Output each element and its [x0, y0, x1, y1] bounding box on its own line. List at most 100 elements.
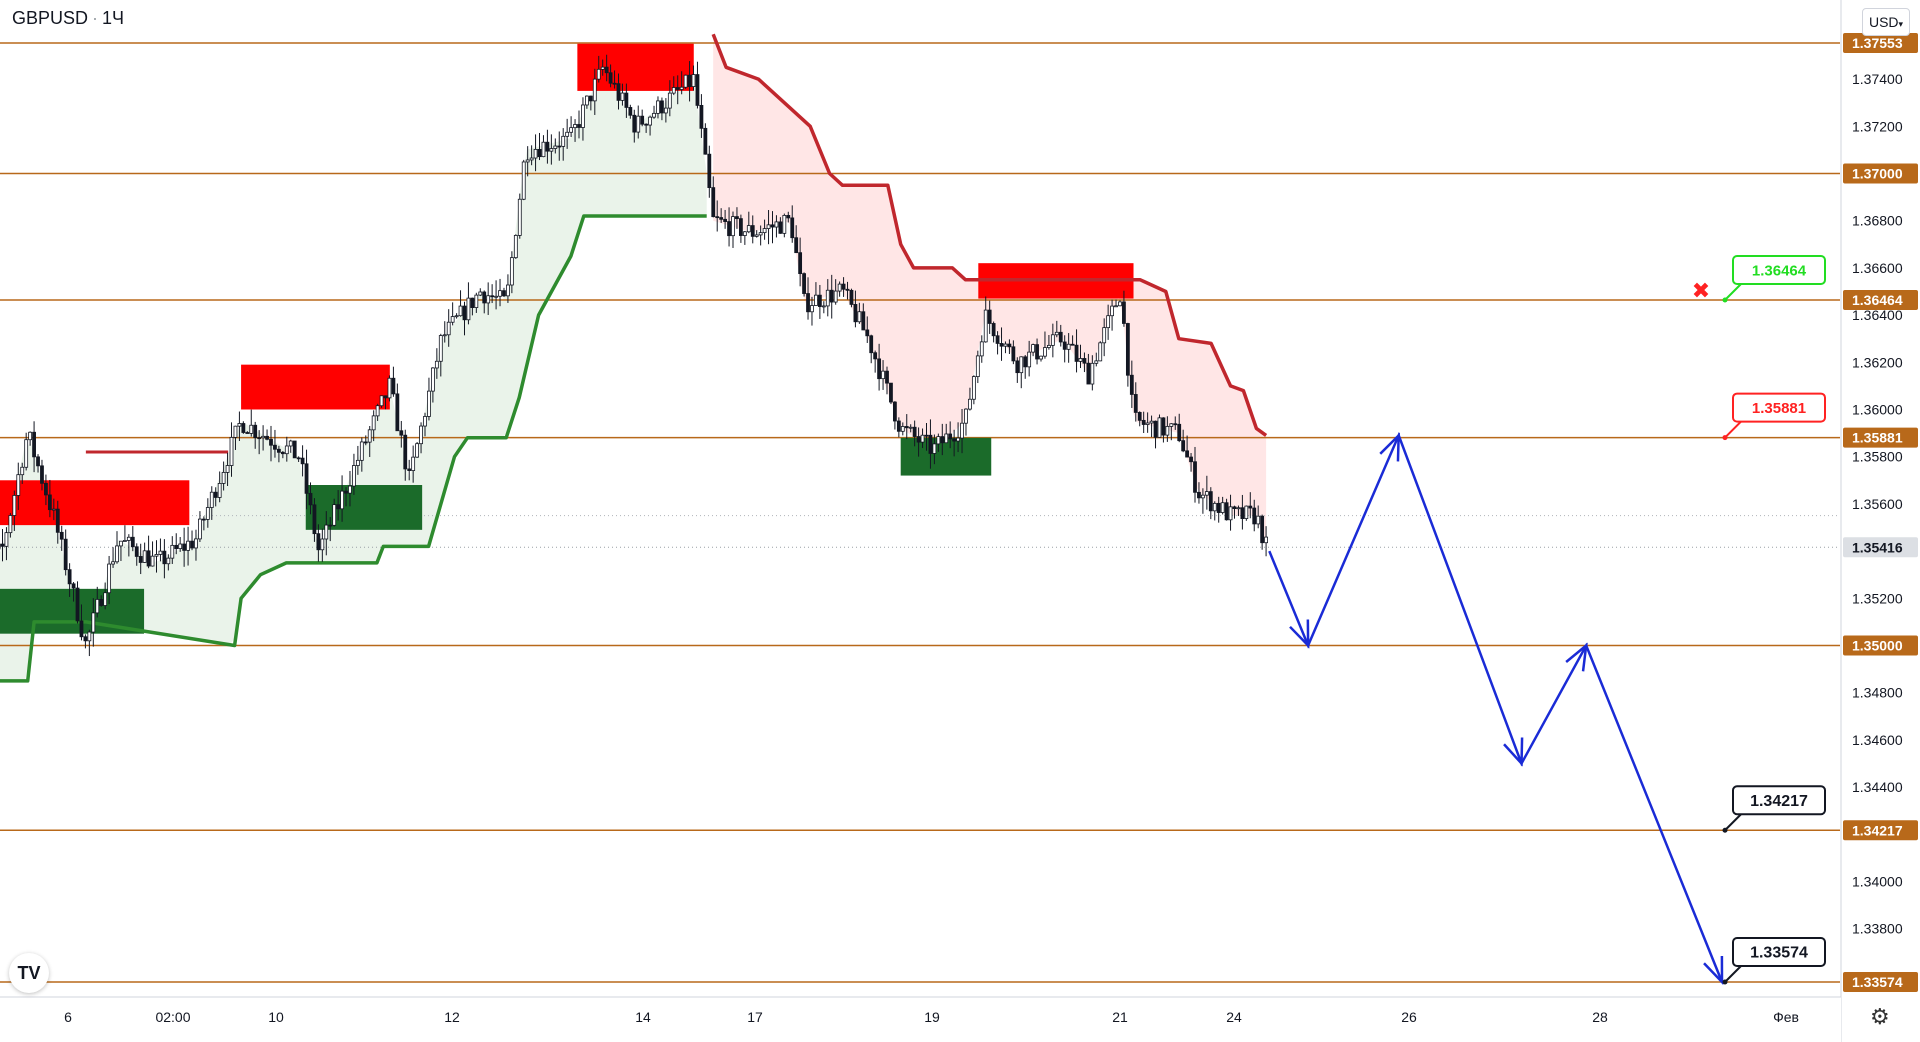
candle-body	[845, 288, 850, 291]
candle-body	[245, 432, 250, 434]
price-callout-1[interactable]: 1.35881	[1722, 392, 1826, 441]
forecast-path[interactable]	[1268, 432, 1724, 983]
candle-body	[1062, 341, 1067, 350]
candle-body	[442, 334, 447, 337]
candle-body	[462, 305, 467, 321]
candle-body	[300, 457, 305, 465]
candle-body	[596, 68, 601, 80]
candle-body	[750, 225, 755, 237]
downtrend-line[interactable]	[711, 33, 1268, 437]
candle-body	[585, 95, 589, 106]
candle-body	[679, 86, 684, 90]
candle-body	[1157, 417, 1162, 438]
demand-zone-1[interactable]	[305, 485, 423, 530]
price-tick-label: 1.34400	[1852, 779, 1903, 795]
candle-body	[881, 370, 885, 380]
time-axis-bg	[0, 997, 1841, 1042]
forecast-arrowhead	[1703, 955, 1724, 986]
candle-body	[359, 441, 364, 461]
price-axis[interactable]: 1.37400 1.37200 1.36800 1.36600 1.36400 1.362…	[1840, 0, 1920, 1042]
candles	[0, 54, 1268, 657]
candle-body	[687, 74, 692, 87]
tradingview-logo-icon[interactable]: TV	[9, 953, 49, 993]
price-tick-label: 1.35200	[1852, 590, 1903, 606]
level-price-tag-0: 1.37553	[1852, 35, 1903, 51]
candle-body	[142, 550, 147, 563]
candle-body	[616, 83, 621, 101]
candle-body	[573, 124, 577, 129]
candle-body	[857, 311, 862, 323]
time-tick-label: 14	[635, 1009, 651, 1025]
candle-body	[1098, 342, 1103, 362]
candle-body	[711, 187, 716, 218]
candle-body	[699, 105, 704, 129]
candle-body	[802, 273, 806, 294]
candle-body	[107, 563, 112, 594]
candle-body	[1240, 507, 1245, 520]
price-callout-0[interactable]: 1.36464 ✖	[1692, 254, 1826, 304]
currency-dropdown[interactable]: USD▾	[1862, 8, 1910, 36]
candle-body	[119, 540, 123, 547]
candle-body	[987, 309, 992, 324]
callout-box	[1732, 785, 1826, 816]
candle-body	[273, 444, 277, 450]
price-callout-2[interactable]: 1.34217	[1722, 785, 1826, 833]
candle-body	[348, 485, 352, 494]
symbol-title[interactable]: GBPUSD · 1Ч	[12, 8, 124, 29]
candle-body	[703, 127, 708, 155]
candle-body	[1212, 502, 1217, 512]
candle-body	[940, 436, 945, 444]
candle-body	[1208, 491, 1213, 512]
candle-body	[478, 291, 483, 296]
price-callout-3[interactable]: 1.33574	[1722, 937, 1826, 985]
candle-body	[774, 221, 779, 228]
candle-body	[873, 352, 878, 360]
candle-body	[1023, 356, 1028, 368]
forecast-arrowhead	[1379, 432, 1400, 462]
gear-icon[interactable]: ⚙	[1870, 1004, 1890, 1029]
candle-body	[968, 398, 972, 410]
forecast-arrowhead	[1565, 642, 1588, 672]
demand-zone-2[interactable]	[900, 437, 992, 476]
candle-body	[735, 216, 739, 220]
uptrend-line[interactable]	[0, 214, 707, 723]
callout-box	[1732, 937, 1826, 967]
candle-body	[174, 544, 179, 550]
supply-zone-2[interactable]	[577, 43, 694, 91]
candle-body	[257, 437, 262, 440]
candle-body	[1145, 422, 1150, 425]
candle-body	[312, 504, 317, 535]
candle-body	[24, 439, 29, 468]
candle-body	[920, 434, 925, 443]
candle-body	[1149, 420, 1154, 424]
candle-body	[995, 335, 1000, 344]
candle-body	[205, 507, 210, 520]
candle-body	[912, 426, 917, 437]
callout-label: 1.35881	[1752, 400, 1806, 417]
candle-body	[956, 437, 960, 442]
candle-body	[344, 490, 348, 494]
candle-body	[241, 423, 246, 433]
candle-body	[336, 504, 341, 510]
x-mark-icon[interactable]: ✖	[1692, 279, 1710, 304]
candle-body	[549, 148, 554, 152]
time-axis[interactable]: 6 02:00 10 12 14 17 19 21 24 26 28 Фев	[0, 996, 1841, 1042]
candle-body	[324, 524, 329, 540]
candle-body	[742, 231, 747, 236]
candle-body	[411, 456, 416, 471]
level-price-tag-0-bg	[1843, 33, 1918, 53]
callout-box	[1732, 392, 1826, 423]
candle-body	[1165, 426, 1170, 436]
candle-body	[1082, 358, 1087, 364]
supply-zone-0[interactable]	[0, 480, 190, 526]
callout-anchor-dot	[1722, 435, 1728, 441]
candle-body	[1224, 502, 1229, 521]
candle-body	[762, 228, 767, 234]
supply-zone-1[interactable]	[241, 364, 390, 410]
price-tick-label: 1.36200	[1852, 354, 1903, 370]
candle-body	[87, 631, 92, 642]
candle-body	[1185, 450, 1190, 458]
candle-body	[288, 440, 293, 447]
title-separator: ·	[92, 8, 99, 28]
